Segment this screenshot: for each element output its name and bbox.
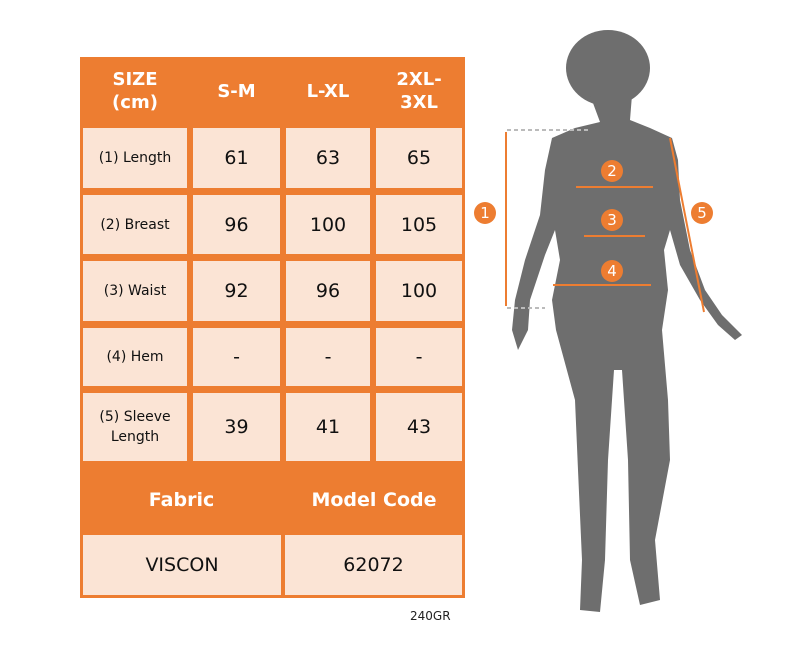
sleeve-arrow [669,137,705,313]
row-label-line: (5) Sleeve [99,409,171,425]
silhouette-body [512,95,742,612]
size-value-cell: 96 [193,195,280,254]
markers [474,160,713,282]
header-size-line2: (cm) [112,92,158,113]
silhouette-head [566,30,650,106]
row-label: (4) Hem [83,328,187,386]
header-2xl-3xl: 2XL- 3XL [373,57,465,125]
marker-4-label: 4 [607,262,617,280]
row-label: (1) Length [83,128,187,188]
size-value-cell: - [286,328,370,386]
silhouette [512,30,742,612]
row-label: (2) Breast [83,195,187,254]
header-size: SIZE (cm) [80,57,190,125]
header-2xl-line1: 2XL- [396,69,442,90]
size-value-cell: 96 [286,261,370,321]
measure-lines [505,129,705,313]
marker-3 [601,209,623,231]
fabric-value: VISCON [83,535,281,595]
header-l-xl: L-XL [306,80,350,102]
model-code-label: Model Code [311,488,437,511]
footer-code: 240GR [410,609,451,623]
row-label: (3) Waist [83,261,187,321]
size-value-cell: 105 [376,195,462,254]
size-value-cell: 61 [193,128,280,188]
row-label: (5) Sleeve Length [83,393,187,461]
marker-2 [601,160,623,182]
marker-4 [601,260,623,282]
size-table: SIZE (cm) S-M L-XL 2XL- 3XL (1) Length 61 63… [80,57,465,598]
size-value-cell: 92 [193,261,280,321]
size-value-cell: 43 [376,393,462,461]
model-code-value: 62072 [285,535,462,595]
header-s-m: S-M [217,80,256,102]
size-value-cell: 65 [376,128,462,188]
marker-1-label: 1 [480,204,490,222]
size-value-cell: 100 [286,195,370,254]
header-size-line1: SIZE [112,69,158,90]
marker-2-label: 2 [607,162,617,180]
marker-1 [474,202,496,224]
size-value-cell: 41 [286,393,370,461]
size-value-cell: 63 [286,128,370,188]
size-value-cell: - [193,328,280,386]
size-value-cell: 100 [376,261,462,321]
header-2xl-line2: 3XL [400,92,438,113]
marker-5 [691,202,713,224]
row-label-line: Length [110,429,160,445]
marker-5-label: 5 [697,204,707,222]
marker-3-label: 3 [607,211,617,229]
size-value-cell: 39 [193,393,280,461]
fabric-label: Fabric [148,488,215,511]
size-value-cell: - [376,328,462,386]
